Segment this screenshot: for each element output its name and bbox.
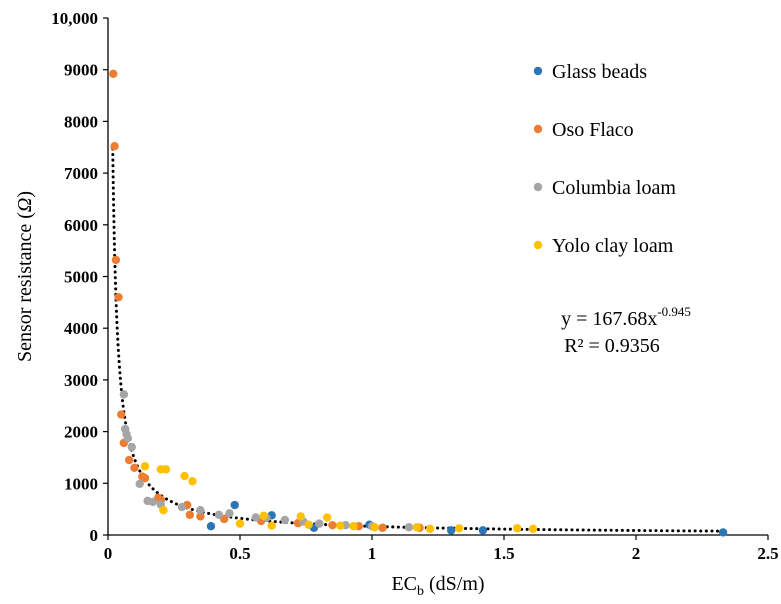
point-yolo-clay-loam bbox=[370, 523, 379, 532]
point-yolo-clay-loam bbox=[180, 471, 189, 481]
legend: Glass beads Oso Flaco Columbia loam Yolo cl… bbox=[533, 61, 676, 257]
point-yolo-clay-loam bbox=[513, 524, 522, 533]
point-columbia-loam bbox=[196, 505, 205, 515]
point-oso-flaco bbox=[110, 142, 119, 151]
point-yolo-clay-loam bbox=[235, 519, 245, 528]
data-points bbox=[109, 69, 728, 537]
legend-label-glass-beads: Glass beads bbox=[552, 61, 647, 83]
point-yolo-clay-loam bbox=[425, 524, 435, 533]
x-tick-label: 0.5 bbox=[229, 544, 250, 563]
point-yolo-clay-loam bbox=[188, 477, 197, 486]
legend-marker-yolo-clay-loam bbox=[533, 240, 543, 250]
point-oso-flaco bbox=[378, 523, 387, 532]
y-axis-ticks: 0 1000 2000 3000 4000 5000 6000 7000 8000 9000 10,… bbox=[51, 9, 108, 545]
x-tick-label: 1.5 bbox=[493, 544, 514, 563]
legend-marker-oso-flaco bbox=[533, 124, 543, 134]
point-glass-beads bbox=[718, 528, 728, 537]
y-tick-label: 7000 bbox=[64, 164, 98, 183]
equation-text: y = 167.68x-0.945 bbox=[561, 304, 691, 330]
x-axis-title: ECb (dS/m) bbox=[391, 573, 484, 599]
point-columbia-loam bbox=[280, 515, 290, 525]
point-columbia-loam bbox=[127, 442, 136, 452]
point-yolo-clay-loam bbox=[349, 522, 358, 531]
point-columbia-loam bbox=[225, 509, 234, 518]
legend-marker-columbia-loam bbox=[533, 182, 543, 192]
point-yolo-clay-loam bbox=[304, 520, 313, 529]
legend-label-yolo-clay-loam: Yolo clay loam bbox=[552, 235, 674, 257]
point-oso-flaco bbox=[114, 292, 123, 302]
point-columbia-loam bbox=[119, 390, 129, 399]
point-oso-flaco bbox=[117, 410, 126, 419]
y-tick-label: 9000 bbox=[64, 61, 98, 80]
y-tick-label: 0 bbox=[90, 526, 99, 545]
point-glass-beads bbox=[478, 526, 488, 535]
point-columbia-loam bbox=[251, 513, 261, 522]
point-yolo-clay-loam bbox=[259, 511, 268, 521]
x-axis-ticks: 0 0.5 1 1.5 2 2.5 bbox=[104, 535, 779, 563]
point-glass-beads bbox=[230, 500, 239, 510]
y-tick-label: 3000 bbox=[64, 371, 98, 390]
point-columbia-loam bbox=[315, 519, 324, 528]
point-oso-flaco bbox=[124, 455, 134, 465]
legend-marker-glass-beads bbox=[533, 66, 543, 76]
x-tick-label: 2 bbox=[632, 544, 641, 563]
point-columbia-loam bbox=[404, 523, 414, 532]
point-yolo-clay-loam bbox=[454, 524, 464, 533]
point-columbia-loam bbox=[214, 510, 224, 520]
point-columbia-loam bbox=[148, 497, 158, 507]
y-tick-label: 6000 bbox=[64, 216, 98, 235]
series-oso-flaco bbox=[109, 69, 424, 532]
point-columbia-loam bbox=[123, 434, 132, 443]
point-oso-flaco bbox=[328, 520, 337, 530]
point-yolo-clay-loam bbox=[159, 505, 168, 515]
y-tick-label: 4000 bbox=[64, 319, 98, 338]
r-squared-text: R² = 0.9356 bbox=[564, 335, 660, 357]
point-yolo-clay-loam bbox=[528, 524, 538, 533]
y-axis-title: Sensor resistance (Ω) bbox=[14, 191, 36, 362]
point-glass-beads bbox=[447, 526, 456, 535]
x-tick-label: 0 bbox=[104, 544, 113, 563]
point-oso-flaco bbox=[130, 463, 139, 472]
y-tick-label: 8000 bbox=[64, 112, 98, 131]
x-tick-label: 2.5 bbox=[757, 544, 778, 563]
y-tick-label: 5000 bbox=[64, 268, 98, 287]
point-yolo-clay-loam bbox=[412, 523, 422, 532]
point-yolo-clay-loam bbox=[322, 513, 332, 522]
point-oso-flaco bbox=[140, 473, 150, 483]
point-columbia-loam bbox=[177, 502, 187, 512]
point-yolo-clay-loam bbox=[140, 462, 150, 471]
point-glass-beads bbox=[206, 522, 216, 531]
point-yolo-clay-loam bbox=[161, 465, 171, 474]
point-yolo-clay-loam bbox=[336, 521, 345, 530]
point-yolo-clay-loam bbox=[267, 521, 276, 530]
point-oso-flaco bbox=[109, 69, 118, 79]
y-tick-label: 2000 bbox=[64, 423, 98, 442]
y-tick-label: 1000 bbox=[64, 474, 98, 493]
legend-label-columbia-loam: Columbia loam bbox=[552, 177, 676, 199]
point-yolo-clay-loam bbox=[296, 512, 305, 521]
y-tick-label: 10,000 bbox=[51, 9, 98, 28]
trendline-equation: y = 167.68x-0.945 R² = 0.9356 bbox=[561, 304, 691, 357]
x-tick-label: 1 bbox=[368, 544, 377, 563]
series-yolo-clay-loam bbox=[140, 462, 538, 533]
point-oso-flaco bbox=[111, 255, 121, 265]
series-glass-beads bbox=[206, 500, 728, 537]
point-oso-flaco bbox=[185, 510, 195, 520]
point-oso-flaco bbox=[196, 512, 205, 521]
point-columbia-loam bbox=[135, 479, 144, 489]
legend-label-oso-flaco: Oso Flaco bbox=[552, 119, 634, 141]
